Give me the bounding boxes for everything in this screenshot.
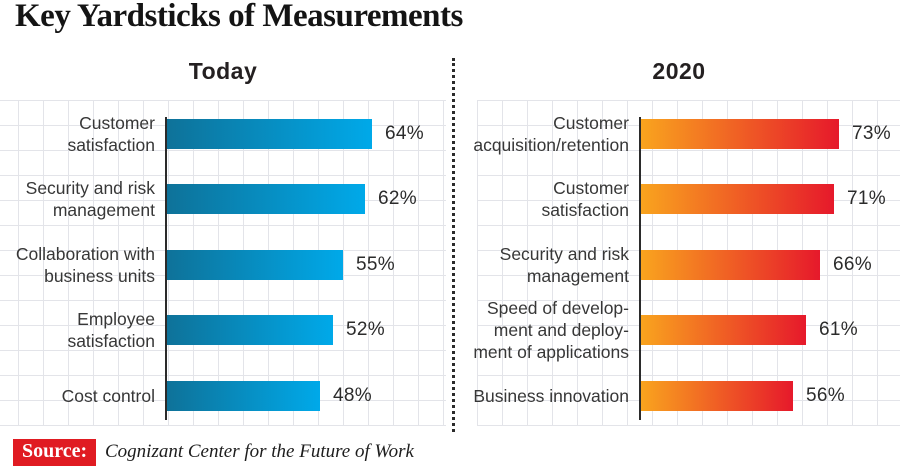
value-label-2020: 66% bbox=[833, 253, 872, 275]
chart-today-title: Today bbox=[188, 58, 258, 84]
value-label-today: 55% bbox=[356, 253, 395, 275]
value-label-2020: 73% bbox=[852, 123, 891, 144]
category-label-line: ment of applications bbox=[473, 342, 629, 363]
value-label-2020: 71% bbox=[847, 188, 886, 210]
bar-today bbox=[167, 380, 320, 411]
category-label-line: Collaboration with bbox=[15, 243, 155, 264]
category-label-today: Employee satisfaction bbox=[0, 308, 155, 352]
category-label-line: management bbox=[52, 200, 155, 221]
value-label-today: 62% bbox=[378, 188, 417, 210]
value-label-2020: 61% bbox=[819, 319, 858, 341]
value-label-2020: 56% bbox=[806, 384, 845, 406]
page-title: Key Yardsticks of Measurements bbox=[15, 0, 463, 34]
value-label-today: 52% bbox=[346, 319, 385, 341]
category-label-line: acquisition/retention bbox=[473, 135, 629, 155]
category-label-line: Security and risk bbox=[499, 243, 629, 264]
category-label-2020: Customer acquisition/retention bbox=[420, 112, 629, 156]
category-label-line: satisfaction bbox=[67, 135, 155, 155]
bar-2020 bbox=[641, 184, 834, 215]
category-label-line: Security and risk bbox=[25, 178, 155, 199]
bar-2020 bbox=[641, 119, 839, 149]
chart-2020-title: 2020 bbox=[652, 58, 706, 84]
bar-2020 bbox=[641, 249, 820, 280]
category-label-line: satisfaction bbox=[541, 200, 629, 221]
source-badge: Source: bbox=[13, 439, 97, 466]
category-label-line: Customer bbox=[79, 113, 155, 133]
category-label-2020: Speed of develop-ment and deploy-ment of… bbox=[420, 297, 629, 363]
category-label-line: ment and deploy- bbox=[493, 320, 629, 341]
category-label-line: Customer bbox=[553, 178, 629, 199]
category-label-line: Business innovation bbox=[473, 385, 629, 406]
bar-2020 bbox=[641, 315, 806, 346]
bar-today bbox=[167, 184, 365, 215]
axis-today bbox=[165, 117, 167, 420]
category-label-line: Employee bbox=[77, 309, 155, 330]
value-label-today: 48% bbox=[333, 384, 372, 406]
dotted-divider bbox=[452, 58, 455, 432]
category-label-line: business units bbox=[44, 265, 155, 286]
category-label-2020: Security and risk management bbox=[420, 243, 629, 287]
axis-2020 bbox=[639, 117, 641, 420]
category-label-line: satisfaction bbox=[67, 331, 155, 352]
category-label-line: Cost control bbox=[61, 385, 155, 406]
source-text: Cognizant Center for the Future of Work bbox=[105, 441, 414, 462]
bar-today bbox=[167, 315, 333, 346]
bar-2020 bbox=[641, 380, 793, 411]
category-label-today: Collaboration with business units bbox=[0, 243, 155, 287]
category-label-today: Customer satisfaction bbox=[0, 112, 155, 156]
category-label-today: Cost control bbox=[0, 385, 155, 407]
category-label-today: Security and risk management bbox=[0, 177, 155, 221]
category-label-line: Customer bbox=[553, 113, 629, 133]
bar-today bbox=[167, 249, 343, 280]
category-label-line: Speed of develop- bbox=[486, 298, 629, 319]
bar-today bbox=[167, 119, 372, 149]
category-label-2020: Business innovation bbox=[420, 385, 629, 407]
category-label-line: management bbox=[526, 265, 629, 286]
value-label-today: 64% bbox=[385, 123, 424, 144]
category-label-2020: Customer satisfaction bbox=[420, 177, 629, 221]
